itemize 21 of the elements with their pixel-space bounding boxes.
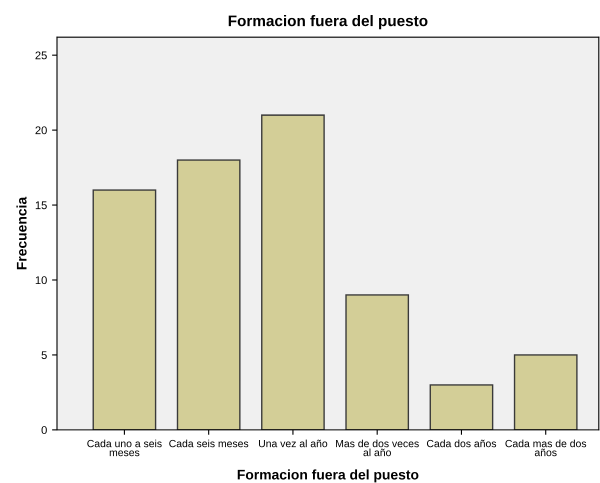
x-axis-title: Formacion fuera del puesto: [238, 469, 418, 482]
x-tick-label: Cada seis meses: [169, 440, 248, 448]
x-tick-label: Mas de dos veces al año: [336, 440, 419, 456]
bar: [514, 354, 578, 430]
x-tick-label: Cada mas de dos años: [505, 440, 586, 456]
y-tick-label: 20: [35, 126, 47, 134]
x-tick-label: Una vez al año: [258, 440, 328, 448]
x-tick-label: Cada uno a seis meses: [87, 440, 162, 456]
y-axis-title: Frecuencia: [16, 196, 27, 270]
bar: [261, 114, 325, 430]
bar: [345, 294, 410, 430]
bar: [92, 189, 156, 430]
bar: [176, 159, 241, 430]
x-tick-label: Cada dos años: [426, 440, 496, 448]
bar: [430, 384, 494, 430]
y-tick-label: 15: [36, 201, 47, 210]
y-tick-label: 5: [42, 351, 47, 360]
y-tick-label: 25: [35, 51, 47, 60]
y-tick-label: 10: [36, 276, 47, 284]
y-tick-label: 0: [42, 426, 47, 434]
chart-title: Formacion fuera del puesto: [228, 15, 428, 30]
